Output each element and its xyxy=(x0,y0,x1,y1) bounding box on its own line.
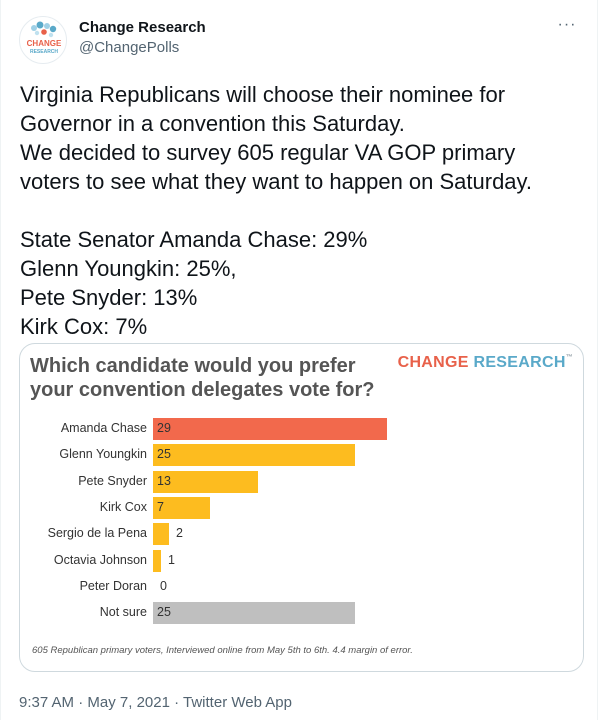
bar-row-octavia-johnson: Octavia Johnson 1 xyxy=(20,548,583,574)
bar xyxy=(153,496,210,519)
tweet-source[interactable]: Twitter Web App xyxy=(183,694,292,711)
tweet-header: CHANGE RESEARCH Change Research @ChangeP… xyxy=(17,12,581,64)
bar-label: Octavia Johnson xyxy=(53,552,147,567)
bar-row-glenn-youngkin: Glenn Youngkin 25 xyxy=(20,442,583,468)
bar xyxy=(153,602,355,625)
tweet-text: Virginia Republicans will choose their n… xyxy=(20,80,580,341)
brand-part-change: CHANGE xyxy=(397,354,469,371)
bar-value: 1 xyxy=(168,552,175,567)
bar-row-kirk-cox: Kirk Cox 7 xyxy=(20,495,583,521)
result-line: Kirk Cox: 7% xyxy=(20,314,148,339)
bar-row-sergio-de-la-pena: Sergio de la Pena 2 xyxy=(20,521,583,547)
brand-logo: CHANGE RESEARCH™ xyxy=(398,354,573,372)
bar xyxy=(153,470,258,493)
chart-image-card[interactable]: Which candidate would you prefer your co… xyxy=(19,343,584,672)
chart-title-line: your convention delegates vote for? xyxy=(30,379,375,401)
chart-title-line: Which candidate would you prefer xyxy=(30,355,356,377)
brand-part-research: RESEARCH xyxy=(473,354,566,371)
bar-label: Pete Snyder xyxy=(78,473,147,488)
avatar[interactable]: CHANGE RESEARCH xyxy=(19,16,67,64)
bar-value: 13 xyxy=(157,473,171,488)
bar-value: 29 xyxy=(157,421,171,435)
tweet-line: voters to see what they want to happen o… xyxy=(20,169,533,194)
tweet-line: We decided to survey 605 regular VA GOP … xyxy=(20,140,516,165)
bar-value: 0 xyxy=(160,578,167,593)
handle[interactable]: @ChangePolls xyxy=(79,39,180,56)
bar-label: Not sure xyxy=(99,605,147,620)
svg-text:RESEARCH: RESEARCH xyxy=(30,49,58,55)
bar-chart: Amanda Chase 29 Glenn Youngkin 25 Pete Snyde… xyxy=(20,416,583,626)
bar xyxy=(153,523,169,546)
bar xyxy=(153,418,387,440)
bar-row-amanda-chase: Amanda Chase 29 xyxy=(20,416,583,442)
bar-row-peter-doran: Peter Doran 0 xyxy=(20,574,583,600)
chart-footnote: 605 Republican primary voters, Interview… xyxy=(32,645,413,656)
bar-value: 25 xyxy=(157,605,171,620)
bar-label: Glenn Youngkin xyxy=(59,447,147,462)
trademark-mark: ™ xyxy=(565,354,573,361)
bar xyxy=(153,444,355,467)
meta-separator: · xyxy=(74,694,88,711)
bar-value: 7 xyxy=(157,499,164,514)
tweet-line: Virginia Republicans will choose their n… xyxy=(20,82,506,107)
bar-value: 2 xyxy=(176,526,183,541)
bar-row-pete-snyder: Pete Snyder 13 xyxy=(20,469,583,495)
more-options-icon[interactable]: ··· xyxy=(557,16,577,33)
result-line: Pete Snyder: 13% xyxy=(20,285,198,310)
tweet-date[interactable]: May 7, 2021 xyxy=(87,694,170,711)
chart-title: Which candidate would you prefer your co… xyxy=(30,354,375,402)
bar xyxy=(153,549,161,572)
display-name[interactable]: Change Research xyxy=(79,19,206,36)
result-line: State Senator Amanda Chase: 29% xyxy=(20,227,368,252)
bar-label: Kirk Cox xyxy=(99,499,147,514)
bar-label: Sergio de la Pena xyxy=(47,526,147,541)
change-research-logo-icon: CHANGE RESEARCH xyxy=(27,21,62,55)
bar-label: Amanda Chase xyxy=(60,421,147,435)
tweet-meta: 9:37 AM · May 7, 2021 · Twitter Web App xyxy=(19,694,292,711)
meta-separator: · xyxy=(169,694,184,711)
tweet-time[interactable]: 9:37 AM xyxy=(19,694,75,711)
tweet-line: Governor in a convention this Saturday. xyxy=(20,111,405,136)
result-line: Glenn Youngkin: 25%, xyxy=(20,256,237,281)
bar-value: 25 xyxy=(157,447,171,462)
bar-label: Peter Doran xyxy=(79,578,147,593)
bar-row-not-sure: Not sure 25 xyxy=(20,600,583,626)
author-names: Change Research @ChangePolls xyxy=(79,18,206,58)
svg-text:CHANGE: CHANGE xyxy=(27,39,62,48)
